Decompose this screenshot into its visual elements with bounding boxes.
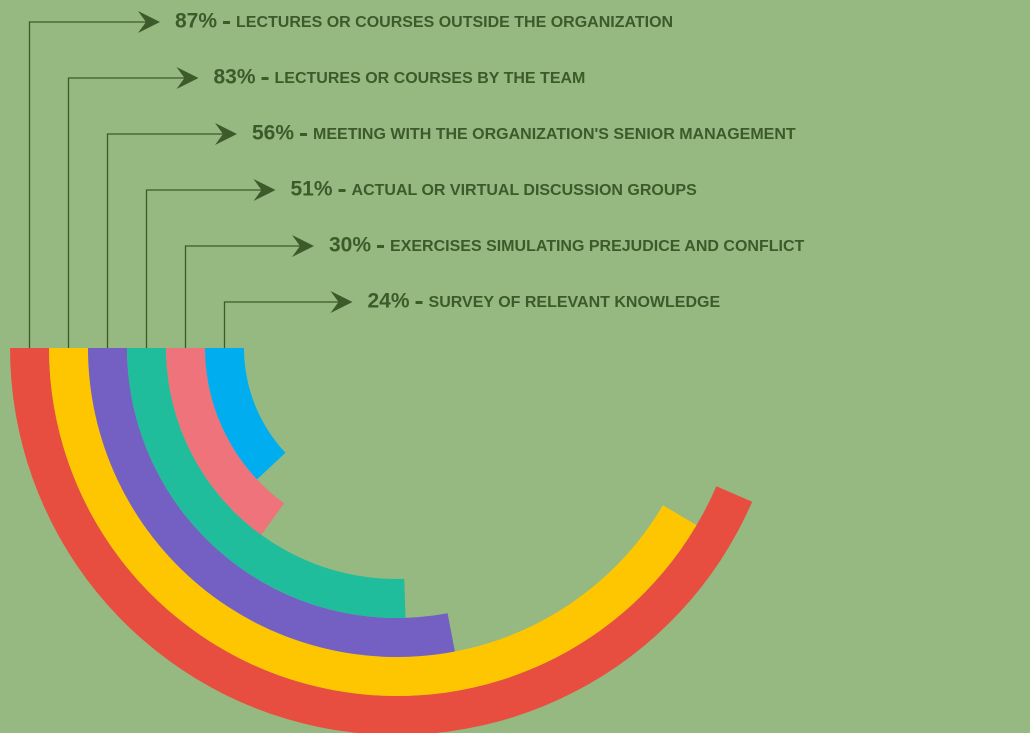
category-label: LECTURES OR COURSES BY THE TEAM bbox=[275, 70, 586, 87]
category-label: SURVEY OF RELEVANT KNOWLEDGE bbox=[429, 294, 721, 311]
radial-bar bbox=[88, 348, 455, 657]
radial-bar bbox=[127, 348, 406, 618]
arrow-head bbox=[330, 291, 353, 313]
category-label: ACTUAL OR VIRTUAL DISCUSSION GROUPS bbox=[352, 182, 698, 199]
arrow-head bbox=[215, 123, 237, 145]
separator bbox=[338, 189, 346, 192]
arrow-head bbox=[253, 179, 276, 201]
radial-bar bbox=[10, 348, 753, 733]
category-label: LECTURES OR COURSES OUTSIDE THE ORGANIZA… bbox=[236, 14, 673, 31]
radial-bar bbox=[166, 348, 285, 535]
separator bbox=[377, 245, 385, 248]
value-label: 56% bbox=[252, 122, 294, 145]
leader-line bbox=[223, 301, 347, 348]
separator bbox=[223, 21, 231, 24]
leader-line bbox=[106, 133, 231, 348]
separator bbox=[415, 301, 423, 304]
arrow-head bbox=[176, 67, 199, 89]
separator bbox=[300, 133, 308, 136]
radial-bar bbox=[49, 348, 697, 696]
radial-bar bbox=[205, 348, 286, 480]
leader-line bbox=[67, 77, 193, 348]
separator bbox=[261, 77, 269, 80]
value-label: 87% bbox=[175, 10, 217, 33]
arrow-head bbox=[292, 235, 314, 257]
leader-line bbox=[28, 21, 154, 348]
arrow-head bbox=[138, 11, 160, 33]
leader-line bbox=[184, 245, 308, 348]
value-label: 24% bbox=[368, 290, 410, 313]
value-label: 30% bbox=[329, 234, 371, 257]
category-label: MEETING WITH THE ORGANIZATION'S SENIOR M… bbox=[313, 126, 796, 143]
category-label: EXERCISES SIMULATING PREJUDICE AND CONFL… bbox=[390, 238, 804, 255]
leader-line bbox=[145, 189, 270, 348]
value-label: 83% bbox=[214, 66, 256, 89]
value-label: 51% bbox=[291, 178, 333, 201]
